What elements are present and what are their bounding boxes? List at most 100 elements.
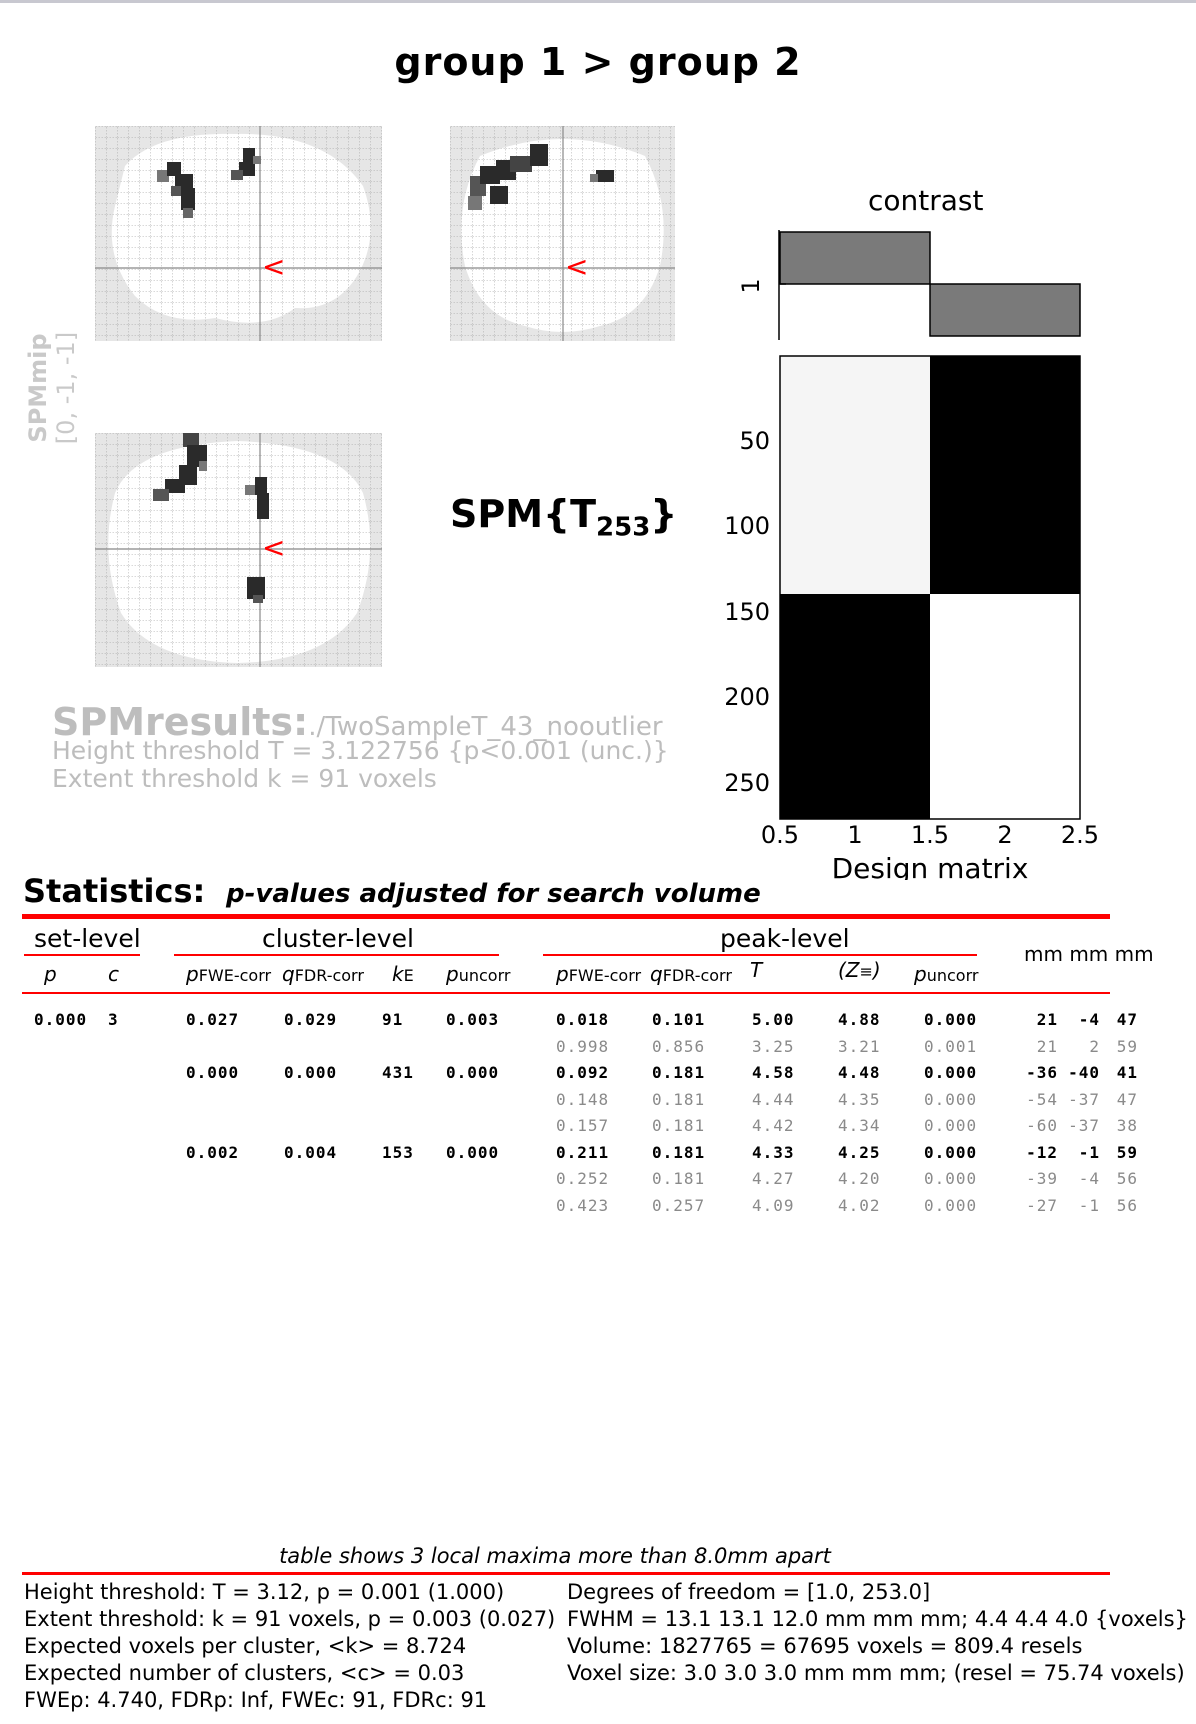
cell-z: 4.20 (838, 1169, 881, 1188)
cell-zz: 38 (1116, 1116, 1138, 1135)
cell-set_c: 3 (108, 1010, 119, 1029)
header-set-level: set-level (34, 924, 141, 953)
cell-t: 3.25 (752, 1036, 795, 1056)
glass-brain-sagittal[interactable]: < (95, 126, 382, 341)
cell-z: 4.02 (838, 1195, 881, 1215)
cell-zz: 41 (1116, 1063, 1138, 1082)
footer-right-3: Volume: 1827765 = 67695 voxels = 809.4 r… (567, 1634, 1083, 1658)
cell-pk_qfdr: 0.181 (652, 1169, 706, 1188)
footer-right-2: FWHM = 13.1 13.1 12.0 mm mm mm; 4.4 4.4 … (567, 1607, 1188, 1631)
y-tick-150: 150 (724, 598, 770, 626)
cell-z: 4.34 (838, 1116, 881, 1135)
cell-t: 4.27 (752, 1169, 795, 1188)
spmmip-coords: [0, -1, -1] (52, 331, 80, 445)
cell-pk_pfwe: 0.157 (556, 1116, 610, 1135)
cell-pk_qfdr: 0.181 (652, 1063, 706, 1082)
extent-threshold-text: Extent threshold k = 91 voxels (52, 764, 437, 793)
cell-x: -39 (1026, 1169, 1058, 1188)
footer-right-4: Voxel size: 3.0 3.0 3.0 mm mm mm; (resel… (567, 1661, 1185, 1685)
cell-z: 4.48 (838, 1063, 881, 1082)
cell-pk_punc: 0.000 (924, 1063, 978, 1082)
cell-y: -37 (1068, 1089, 1100, 1109)
spmmip-side-label: SPMmip [0, -1, -1] (24, 308, 80, 468)
set-level-rule (24, 954, 140, 956)
cell-t: 4.09 (752, 1195, 795, 1215)
header-bottom-rule (22, 992, 1110, 994)
cell-pk_punc: 0.001 (924, 1036, 978, 1056)
cell-y: -37 (1068, 1116, 1100, 1135)
svg-text:<: < (565, 250, 588, 283)
cell-cl_ke: 91 (382, 1010, 404, 1029)
cell-pk_punc: 0.000 (924, 1089, 978, 1109)
cell-y: -4 (1078, 1169, 1100, 1188)
spm-t-statistic-label: SPM{T253} (450, 492, 678, 543)
glass-brain-axial[interactable]: < (95, 433, 382, 667)
x-tick-2-5: 2.5 (1061, 821, 1099, 849)
col-cluster-puncorr: puncorr (446, 962, 511, 986)
cell-pk_punc: 0.000 (924, 1010, 978, 1029)
cell-zz: 59 (1116, 1036, 1138, 1056)
header-cluster-level: cluster-level (262, 924, 414, 953)
cell-pk_pfwe: 0.092 (556, 1063, 610, 1082)
cell-zz: 47 (1116, 1089, 1138, 1109)
cell-cl_pfwe: 0.000 (186, 1063, 240, 1082)
x-tick-1-5: 1.5 (911, 821, 949, 849)
cell-pk_pfwe: 0.423 (556, 1195, 610, 1215)
cell-pk_qfdr: 0.181 (652, 1116, 706, 1135)
cell-pk_pfwe: 0.252 (556, 1169, 610, 1188)
cell-z: 4.25 (838, 1142, 881, 1162)
cell-pk_punc: 0.000 (924, 1169, 978, 1188)
cell-x: -12 (1026, 1142, 1058, 1162)
cell-pk_punc: 0.000 (924, 1116, 978, 1135)
cell-y: -4 (1078, 1010, 1100, 1029)
cell-x: -54 (1026, 1089, 1058, 1109)
height-threshold-text: Height threshold T = 3.122756 {p<0.001 (… (52, 736, 669, 765)
contrast-label: contrast (868, 184, 984, 217)
cell-zz: 59 (1116, 1142, 1138, 1162)
contrast-title: group 1 > group 2 (394, 40, 802, 84)
spmmip-label: SPMmip (24, 333, 52, 443)
cell-x: -36 (1026, 1063, 1058, 1082)
col-peak-qfdr: qFDR-corr (650, 962, 732, 986)
cell-x: -60 (1026, 1116, 1058, 1135)
cell-cl_qfdr: 0.000 (284, 1063, 338, 1082)
cell-x: 21 (1036, 1036, 1058, 1056)
cell-cl_punc: 0.000 (446, 1063, 500, 1082)
glass-brain-coronal[interactable]: < (450, 126, 675, 341)
footer-left-1: Height threshold: T = 3.12, p = 0.001 (1… (24, 1580, 505, 1604)
cell-y: 2 (1089, 1036, 1100, 1056)
col-peak-t: T (750, 958, 763, 982)
cell-pk_qfdr: 0.181 (652, 1142, 706, 1162)
cell-cl_ke: 431 (382, 1063, 414, 1082)
svg-text:<: < (262, 250, 285, 283)
cell-y: -40 (1068, 1063, 1100, 1082)
cell-x: -27 (1026, 1195, 1058, 1215)
design-matrix-xlabel: Design matrix (832, 852, 1029, 880)
window-top-border (0, 0, 1196, 3)
cell-pk_qfdr: 0.181 (652, 1089, 706, 1109)
cell-pk_qfdr: 0.101 (652, 1010, 706, 1029)
y-tick-50: 50 (739, 427, 770, 455)
design-matrix-plot[interactable]: 1 50 100 150 200 250 0.5 1 1.5 2 2.5 Des… (700, 220, 1120, 880)
cell-z: 4.88 (838, 1010, 881, 1029)
contrast-bars (778, 230, 1081, 340)
svg-text:<: < (262, 531, 285, 564)
cell-pk_punc: 0.000 (924, 1195, 978, 1215)
col-cluster-ke: kE (392, 962, 414, 986)
y-tick-200: 200 (724, 683, 770, 711)
cluster-level-rule (174, 954, 499, 956)
col-set-c: c (108, 962, 119, 986)
col-set-p: p (44, 962, 57, 986)
peak-level-rule (543, 954, 977, 956)
spm-results-path: SPMresults:./TwoSampleT_43_nooutlier (52, 700, 663, 744)
cell-cl_punc: 0.000 (446, 1142, 500, 1162)
statistics-subtitle: p-values adjusted for search volume (226, 879, 761, 909)
col-peak-pfwe: pFWE-corr (556, 962, 642, 986)
cell-cl_qfdr: 0.029 (284, 1010, 338, 1029)
y-tick-100: 100 (724, 512, 770, 540)
cell-cl_pfwe: 0.002 (186, 1142, 240, 1162)
y-tick-250: 250 (724, 769, 770, 797)
cell-t: 4.44 (752, 1089, 795, 1109)
table-footnote: table shows 3 local maxima more than 8.0… (279, 1544, 831, 1568)
cell-pk_qfdr: 0.856 (652, 1036, 706, 1056)
